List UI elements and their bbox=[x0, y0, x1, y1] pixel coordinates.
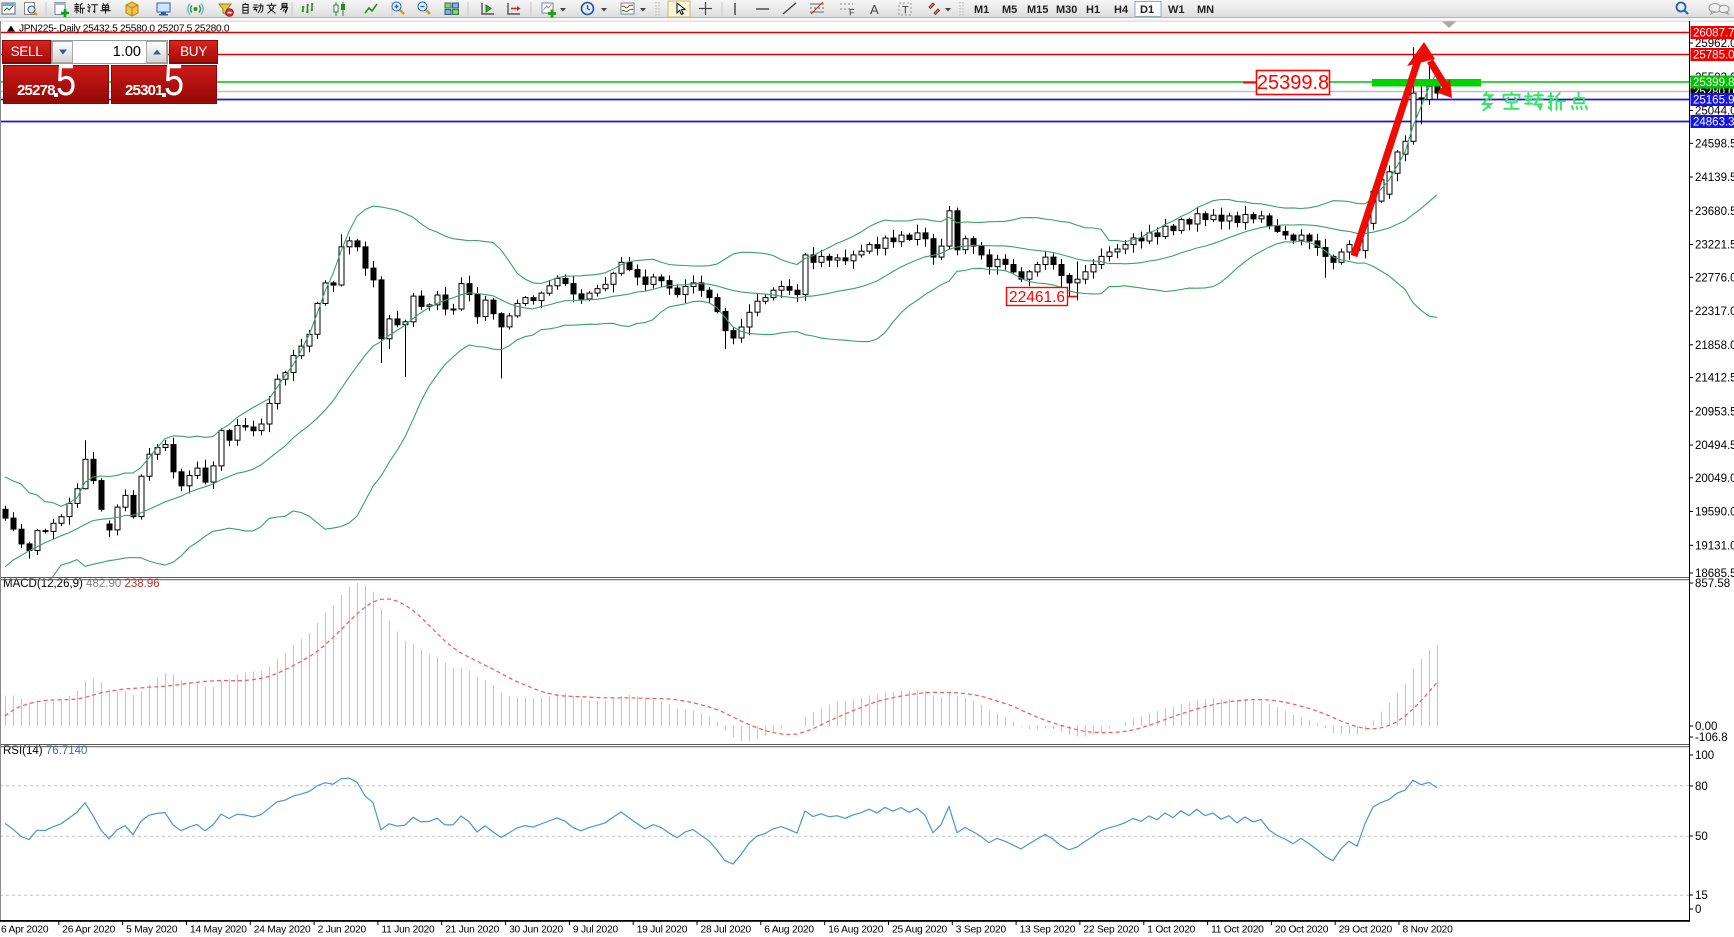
svg-text:15: 15 bbox=[1695, 890, 1708, 902]
svg-text:JPN225-,Daily 25432.5 25580.0: JPN225-,Daily 25432.5 25580.0 25207.5 25… bbox=[19, 24, 230, 35]
svg-text:20953.5: 20953.5 bbox=[1695, 406, 1734, 418]
svg-text:8 Nov 2020: 8 Nov 2020 bbox=[1403, 925, 1454, 936]
svg-text:30 Jun 2020: 30 Jun 2020 bbox=[509, 925, 563, 936]
svg-text:19131.0: 19131.0 bbox=[1695, 540, 1734, 552]
svg-text:28 Jul 2020: 28 Jul 2020 bbox=[701, 925, 752, 936]
svg-text:F: F bbox=[849, 8, 855, 18]
svg-text:24598.5: 24598.5 bbox=[1695, 138, 1734, 150]
svg-text:21412.5: 21412.5 bbox=[1695, 373, 1734, 385]
svg-text:20494.5: 20494.5 bbox=[1695, 440, 1734, 452]
svg-text:16 Aug 2020: 16 Aug 2020 bbox=[828, 925, 884, 936]
svg-text:22776.0: 22776.0 bbox=[1695, 272, 1734, 284]
svg-text:M1: M1 bbox=[974, 4, 989, 16]
svg-text:3 Sep 2020: 3 Sep 2020 bbox=[956, 925, 1007, 936]
svg-text:25399.8: 25399.8 bbox=[1257, 72, 1329, 94]
svg-text:26087.7: 26087.7 bbox=[1693, 28, 1734, 40]
svg-text:T: T bbox=[902, 5, 909, 17]
svg-text:25399.8: 25399.8 bbox=[1693, 77, 1734, 89]
svg-text:857.58: 857.58 bbox=[1695, 578, 1730, 590]
svg-text:20 Oct 2020: 20 Oct 2020 bbox=[1275, 925, 1329, 936]
svg-text:18685.5: 18685.5 bbox=[1695, 568, 1734, 580]
svg-text:RSI(14) 76.7140: RSI(14) 76.7140 bbox=[3, 745, 87, 757]
svg-text:9 Jul 2020: 9 Jul 2020 bbox=[573, 925, 619, 936]
svg-text:19 Jul 2020: 19 Jul 2020 bbox=[637, 925, 688, 936]
svg-text:24 May 2020: 24 May 2020 bbox=[254, 925, 311, 936]
svg-text:21 Jun 2020: 21 Jun 2020 bbox=[445, 925, 499, 936]
svg-text:11 Oct 2020: 11 Oct 2020 bbox=[1211, 925, 1264, 936]
svg-text:29 Oct 2020: 29 Oct 2020 bbox=[1339, 925, 1393, 936]
svg-text:23221.5: 23221.5 bbox=[1695, 240, 1734, 252]
svg-text:19590.0: 19590.0 bbox=[1695, 507, 1734, 519]
svg-text:6 Aug 2020: 6 Aug 2020 bbox=[764, 925, 814, 936]
svg-text:5 May 2020: 5 May 2020 bbox=[126, 925, 178, 936]
svg-text:11 Jun 2020: 11 Jun 2020 bbox=[381, 925, 435, 936]
svg-text:2 Jun 2020: 2 Jun 2020 bbox=[318, 925, 367, 936]
svg-text:26 Apr 2020: 26 Apr 2020 bbox=[62, 925, 115, 936]
svg-text:H4: H4 bbox=[1114, 4, 1129, 16]
svg-text:A: A bbox=[870, 2, 879, 17]
svg-text:25165.9: 25165.9 bbox=[1693, 95, 1734, 107]
svg-text:D1: D1 bbox=[1140, 4, 1154, 16]
svg-text:25962.0: 25962.0 bbox=[1695, 38, 1734, 50]
svg-text:25 Aug 2020: 25 Aug 2020 bbox=[892, 925, 948, 936]
svg-text:20049.0: 20049.0 bbox=[1695, 473, 1734, 485]
svg-text:H1: H1 bbox=[1086, 4, 1100, 16]
svg-text:M15: M15 bbox=[1027, 4, 1048, 16]
svg-text:MACD(12,26,9) 482.90 238.96: MACD(12,26,9) 482.90 238.96 bbox=[3, 578, 160, 590]
svg-text:50: 50 bbox=[1695, 831, 1708, 843]
svg-text:22 Sep 2020: 22 Sep 2020 bbox=[1083, 925, 1139, 936]
svg-text:25785.0: 25785.0 bbox=[1693, 50, 1734, 62]
svg-text:14 May 2020: 14 May 2020 bbox=[190, 925, 247, 936]
svg-text:21858.0: 21858.0 bbox=[1695, 340, 1734, 352]
svg-text:13 Sep 2020: 13 Sep 2020 bbox=[1020, 925, 1076, 936]
svg-text:80: 80 bbox=[1695, 781, 1708, 793]
svg-text:0.00: 0.00 bbox=[1695, 721, 1717, 733]
svg-text:23680.5: 23680.5 bbox=[1695, 206, 1734, 218]
svg-text:0: 0 bbox=[1695, 904, 1701, 916]
svg-text:24139.5: 24139.5 bbox=[1695, 172, 1734, 184]
svg-text:M5: M5 bbox=[1002, 4, 1017, 16]
svg-text:25044.0: 25044.0 bbox=[1695, 106, 1734, 118]
svg-text:22461.6: 22461.6 bbox=[1009, 289, 1065, 306]
svg-text:M30: M30 bbox=[1056, 4, 1077, 16]
svg-text:-106.8: -106.8 bbox=[1695, 732, 1728, 744]
svg-text:100: 100 bbox=[1695, 750, 1714, 762]
svg-text:6 Apr 2020: 6 Apr 2020 bbox=[1, 925, 49, 936]
svg-text:W1: W1 bbox=[1168, 4, 1185, 16]
svg-text:1 Oct 2020: 1 Oct 2020 bbox=[1147, 925, 1195, 936]
svg-text:24863.3: 24863.3 bbox=[1693, 117, 1734, 129]
svg-text:MN: MN bbox=[1197, 4, 1214, 16]
svg-text:22317.0: 22317.0 bbox=[1695, 306, 1734, 318]
